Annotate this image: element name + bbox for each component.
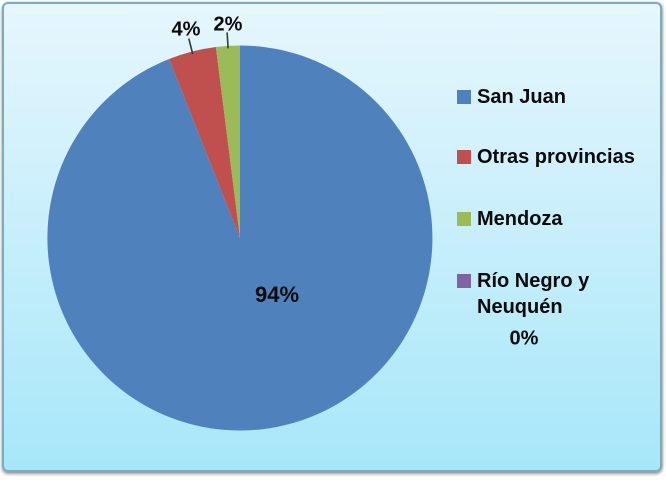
leader-tick-otras-provincias bbox=[188, 38, 194, 55]
legend-swatch-san-juan bbox=[457, 90, 471, 104]
data-label-san-juan: 94% bbox=[254, 282, 300, 307]
legend-item-otras-provincias[interactable]: Otras provincias bbox=[457, 144, 635, 170]
data-label-rio-negro-y-neuquen: 0% bbox=[509, 327, 539, 350]
legend-swatch-rio-negro-y-neuquen bbox=[457, 274, 471, 288]
legend-label-mendoza: Mendoza bbox=[477, 208, 563, 230]
pie-slice-mendoza[interactable] bbox=[215, 45, 240, 238]
legend-label-rio-negro-y-neuquen: Río Negro y Neuquén bbox=[477, 270, 590, 318]
legend-swatch-mendoza bbox=[457, 212, 471, 226]
data-label-mendoza: 2% bbox=[213, 13, 243, 36]
legend-item-mendoza[interactable]: Mendoza bbox=[457, 206, 563, 232]
legend-item-rio-negro-y-neuquen[interactable]: Río Negro y Neuquén bbox=[457, 268, 609, 320]
legend-swatch-otras-provincias bbox=[457, 150, 471, 164]
legend-label-san-juan: San Juan bbox=[477, 86, 566, 108]
leader-tick-mendoza bbox=[226, 32, 229, 49]
legend-item-san-juan[interactable]: San Juan bbox=[457, 84, 566, 110]
pie-slice-san-juan[interactable] bbox=[47, 45, 433, 431]
data-label-otras-provincias: 4% bbox=[171, 18, 201, 41]
pie-slice-otras-provincias[interactable] bbox=[169, 47, 240, 238]
legend-label-otras-provincias: Otras provincias bbox=[477, 146, 635, 168]
